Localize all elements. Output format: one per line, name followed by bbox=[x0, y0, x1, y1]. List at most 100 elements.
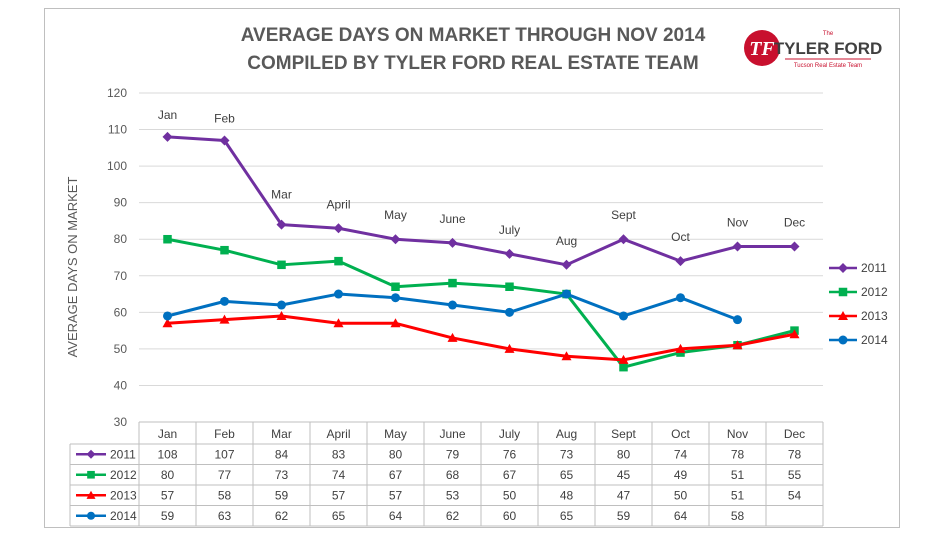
series-line bbox=[167, 237, 795, 369]
table-value-cell: 57 bbox=[332, 488, 346, 502]
legend-entry: 2011 bbox=[861, 261, 887, 275]
table-value-cell: 53 bbox=[446, 488, 460, 502]
table-header-cell: July bbox=[499, 427, 520, 441]
data-point bbox=[333, 318, 344, 328]
table-value-cell: 73 bbox=[560, 447, 574, 461]
table-key-marker bbox=[86, 511, 96, 520]
table-header-cell: Mar bbox=[271, 427, 292, 441]
data-point bbox=[276, 219, 287, 230]
data-point bbox=[277, 260, 286, 270]
table-key-marker bbox=[86, 490, 96, 499]
data-point bbox=[505, 307, 514, 317]
table-value-cell: 60 bbox=[503, 509, 517, 523]
logo-small-text: The bbox=[823, 31, 834, 37]
table-header-cell: Jan bbox=[158, 427, 177, 441]
table-value-cell: 50 bbox=[674, 488, 688, 502]
data-point bbox=[789, 329, 800, 339]
data-point bbox=[561, 259, 572, 270]
table-value-cell: 55 bbox=[788, 468, 802, 482]
y-tick-label: 110 bbox=[108, 123, 127, 137]
month-annotation: May bbox=[384, 208, 407, 222]
data-point bbox=[448, 300, 457, 310]
y-tick-label: 40 bbox=[114, 378, 128, 392]
data-point bbox=[391, 293, 400, 303]
y-axis-label: AVERAGE DAYS ON MARKET bbox=[65, 177, 80, 358]
month-annotation: July bbox=[499, 223, 520, 237]
table-value-cell: 59 bbox=[275, 488, 289, 502]
table-value-cell: 77 bbox=[218, 468, 232, 482]
data-point bbox=[334, 289, 343, 299]
table-value-cell: 107 bbox=[214, 447, 234, 461]
table-series-name: 2011 bbox=[110, 447, 136, 461]
table-value-cell: 58 bbox=[731, 509, 745, 523]
table-value-cell: 79 bbox=[446, 447, 460, 461]
table-header-cell: Feb bbox=[214, 427, 235, 441]
table-value-cell: 67 bbox=[389, 468, 403, 482]
table-value-cell: 63 bbox=[218, 509, 232, 523]
logo-monogram: TF bbox=[749, 38, 775, 60]
table-value-cell: 73 bbox=[275, 468, 289, 482]
table-value-cell: 57 bbox=[161, 488, 175, 502]
company-logo: TF The TYLER FORD Tucson Real Estate Tea… bbox=[744, 30, 882, 69]
series-2013 bbox=[162, 310, 800, 364]
table-value-cell: 78 bbox=[731, 447, 745, 461]
table-header-cell: June bbox=[439, 427, 465, 441]
table-header-cell: Nov bbox=[727, 427, 748, 441]
legend-key-marker bbox=[838, 263, 848, 273]
month-annotation: Oct bbox=[671, 230, 690, 244]
table-value-cell: 45 bbox=[617, 468, 631, 482]
table-value-cell: 84 bbox=[275, 447, 289, 461]
y-tick-label: 70 bbox=[114, 269, 128, 283]
month-annotation: June bbox=[439, 212, 465, 226]
data-point bbox=[276, 310, 287, 320]
table-header-cell: Oct bbox=[671, 427, 690, 441]
data-point bbox=[390, 234, 401, 245]
series-lines bbox=[162, 131, 800, 372]
data-point bbox=[277, 300, 286, 310]
table-value-cell: 80 bbox=[161, 468, 175, 482]
data-point bbox=[505, 282, 514, 291]
table-series-name: 2014 bbox=[110, 509, 137, 523]
table-value-cell: 57 bbox=[389, 488, 403, 502]
data-point bbox=[675, 343, 686, 353]
table-value-cell: 51 bbox=[731, 488, 745, 502]
chart-frame: AVERAGE DAYS ON MARKET THROUGH NOV 2014 … bbox=[44, 8, 900, 528]
data-point bbox=[162, 131, 173, 142]
y-tick-label: 60 bbox=[114, 305, 128, 319]
data-point bbox=[732, 241, 743, 252]
data-point bbox=[219, 135, 230, 146]
table-key-marker bbox=[87, 470, 95, 479]
logo-main-text: TYLER FORD bbox=[774, 39, 883, 58]
table-value-cell: 47 bbox=[617, 488, 631, 502]
table-value-cell: 64 bbox=[674, 509, 688, 523]
legend-key-marker bbox=[838, 311, 848, 320]
data-point bbox=[163, 234, 172, 244]
table-value-cell: 65 bbox=[560, 468, 574, 482]
table-value-cell: 59 bbox=[617, 509, 631, 523]
data-point bbox=[675, 256, 686, 267]
month-annotations: Jan Feb Mar April May June July Aug Sept Oct Nov De… bbox=[158, 108, 805, 248]
y-tick-label: 120 bbox=[107, 86, 127, 100]
legend-entry: 2013 bbox=[861, 309, 888, 323]
table-value-cell: 74 bbox=[674, 447, 688, 461]
table-value-cell: 80 bbox=[389, 447, 403, 461]
y-tick-label: 90 bbox=[114, 196, 128, 210]
data-point bbox=[220, 296, 229, 306]
data-point bbox=[618, 354, 629, 364]
series-line bbox=[167, 135, 795, 267]
legend-key-marker bbox=[838, 335, 848, 345]
table-value-cell: 49 bbox=[674, 468, 688, 482]
month-annotation: Jan bbox=[158, 108, 177, 122]
data-point bbox=[390, 318, 401, 328]
table-header-cell: May bbox=[384, 427, 407, 441]
table-value-cell: 50 bbox=[503, 488, 517, 502]
chart-title-line-1: AVERAGE DAYS ON MARKET THROUGH NOV 2014 bbox=[241, 25, 706, 46]
table-value-cell: 108 bbox=[157, 447, 177, 461]
data-point bbox=[162, 318, 173, 328]
table-header-cell: Aug bbox=[556, 427, 577, 441]
month-annotation: Aug bbox=[556, 234, 577, 248]
logo-sub-text: Tucson Real Estate Team bbox=[794, 63, 862, 69]
month-annotation: April bbox=[326, 197, 350, 211]
data-point bbox=[561, 351, 572, 361]
month-annotation: Dec bbox=[784, 216, 805, 230]
